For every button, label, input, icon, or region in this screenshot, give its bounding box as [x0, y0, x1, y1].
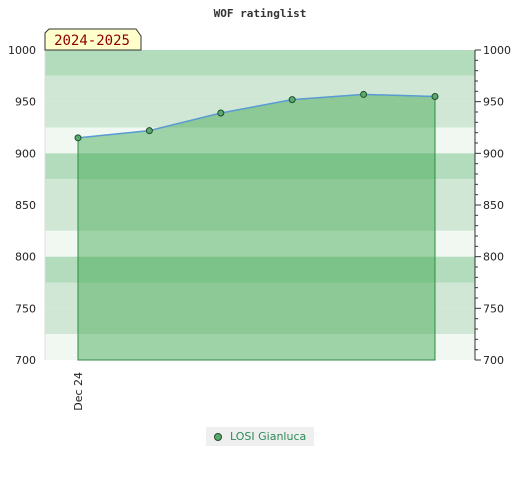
band — [45, 282, 475, 309]
season-badge: 2024-2025 — [44, 28, 142, 51]
y-tick-label-right: 850 — [483, 199, 504, 212]
y-tick-label: 750 — [15, 302, 36, 315]
chart-title: WOF ratinglist — [214, 7, 307, 20]
y-tick-label: 850 — [15, 199, 36, 212]
rating-line — [77, 93, 436, 139]
band — [45, 205, 475, 231]
band — [45, 230, 475, 257]
band — [45, 127, 475, 154]
background-bands — [45, 50, 475, 360]
y-tick-label-right: 900 — [483, 147, 504, 160]
data-point — [74, 134, 82, 142]
y-tick-label: 800 — [15, 251, 36, 264]
band — [45, 256, 475, 283]
band — [45, 50, 475, 76]
y-tick-label: 700 — [15, 354, 36, 367]
y-tick-label-right: 800 — [483, 251, 504, 264]
legend: LOSI Gianluca — [206, 427, 315, 446]
rating-area — [77, 93, 436, 361]
y-axis-right-labels: 700 750 800 850 900 950 1000 — [475, 44, 511, 367]
data-point — [217, 109, 225, 117]
legend-marker — [214, 432, 222, 441]
band — [45, 153, 475, 180]
legend-label: LOSI Gianluca — [230, 430, 307, 443]
y-tick-label: 1000 — [8, 44, 36, 57]
band — [45, 334, 475, 360]
data-point — [145, 127, 153, 135]
y-tick-label-right: 950 — [483, 96, 504, 109]
season-badge-text: 2024-2025 — [54, 33, 130, 49]
data-point — [431, 93, 439, 100]
y-axis-left-labels: 700 750 800 850 900 950 1000 — [8, 44, 36, 367]
data-point — [360, 90, 368, 98]
y-tick-label-right: 700 — [483, 354, 504, 367]
band — [45, 75, 475, 102]
y-tick-label-right: 750 — [483, 302, 504, 315]
band — [45, 308, 475, 335]
y-tick-label: 900 — [15, 147, 36, 160]
x-tick-label: Dec 24 — [72, 372, 85, 411]
y-tick-label: 950 — [15, 96, 36, 109]
data-point — [288, 96, 296, 104]
x-axis-labels: Dec 24 — [72, 372, 85, 411]
data-points — [74, 90, 439, 142]
y-tick-label-right: 1000 — [483, 44, 511, 57]
band — [45, 179, 475, 205]
